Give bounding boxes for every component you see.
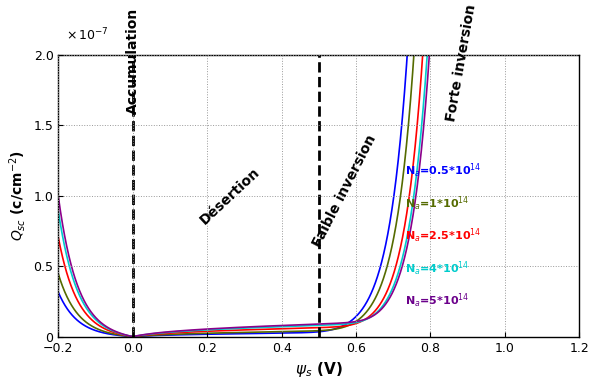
Text: N$_a$=4*10$^{14}$: N$_a$=4*10$^{14}$ <box>405 259 469 278</box>
Text: N$_a$=5*10$^{14}$: N$_a$=5*10$^{14}$ <box>405 291 469 310</box>
Text: Forte inversion: Forte inversion <box>445 3 479 123</box>
Text: Faible inversion: Faible inversion <box>310 132 379 249</box>
Text: N$_a$=0.5*10$^{14}$: N$_a$=0.5*10$^{14}$ <box>405 162 481 180</box>
Text: N$_a$=2.5*10$^{14}$: N$_a$=2.5*10$^{14}$ <box>405 227 481 245</box>
Text: Désertion: Désertion <box>198 164 263 227</box>
Text: Accumulation: Accumulation <box>126 8 140 114</box>
Text: $\times\,10^{-7}$: $\times\,10^{-7}$ <box>66 27 108 44</box>
X-axis label: $\psi_s$ (V): $\psi_s$ (V) <box>295 360 343 379</box>
Text: N$_a$=1*10$^{14}$: N$_a$=1*10$^{14}$ <box>405 195 469 213</box>
Y-axis label: $Q_{sc}$ (c/cm$^{-2}$): $Q_{sc}$ (c/cm$^{-2}$) <box>7 151 28 241</box>
